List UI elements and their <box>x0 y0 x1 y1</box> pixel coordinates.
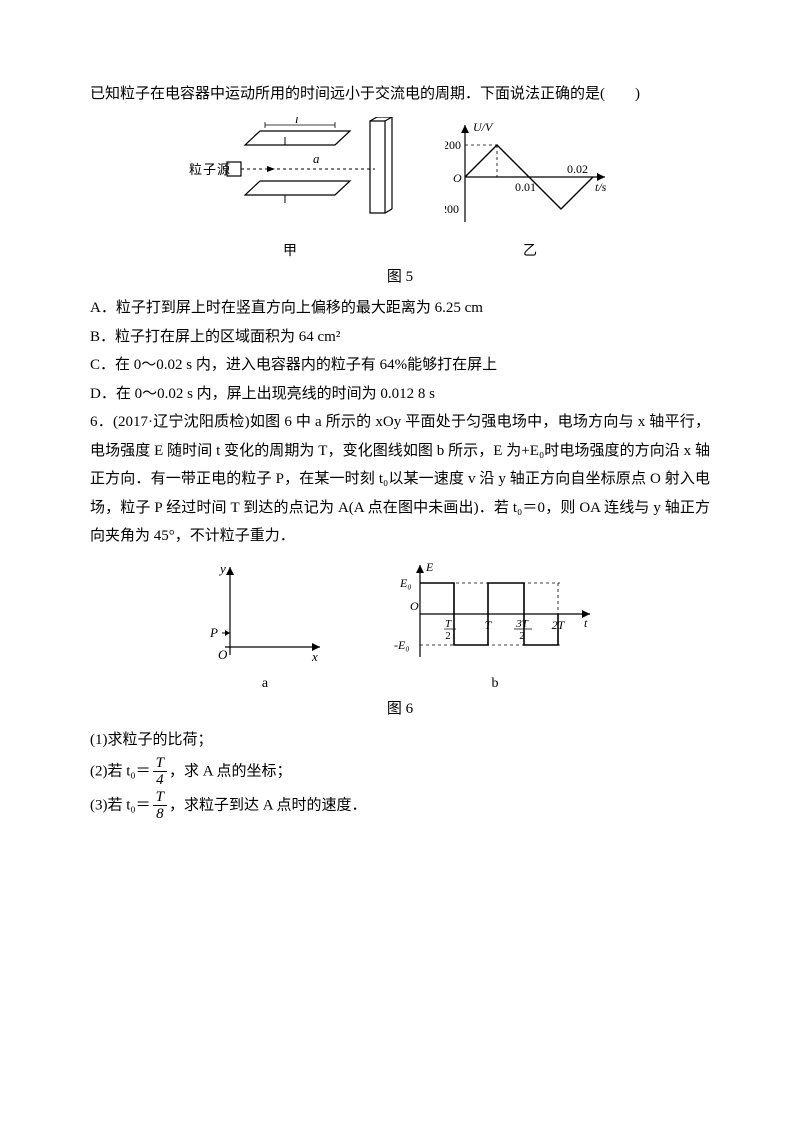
svg-text:粒: 粒 <box>189 162 202 177</box>
svg-text:0.02: 0.02 <box>567 162 588 176</box>
q6-p3-post: ，求粒子到达 A 点时的速度． <box>169 797 367 813</box>
q6-fig-b-sub: b <box>390 671 600 698</box>
svg-text:2: 2 <box>445 630 451 642</box>
q5-fig-right: U/V t/s O 200 -200 0.01 0.02 乙 <box>445 117 615 266</box>
svg-text:y: y <box>218 561 226 576</box>
svg-text:O: O <box>410 599 419 613</box>
svg-text:O: O <box>453 171 462 185</box>
q5-stem: 已知粒子在电容器中运动所用的时间远小于交流电的周期．下面说法正确的是( ) <box>90 80 710 109</box>
svg-text:t/s: t/s <box>595 180 607 194</box>
svg-text:O: O <box>218 647 228 662</box>
svg-text:P: P <box>209 625 218 640</box>
q5-choice-B: B．粒子打在屏上的区域面积为 64 cm² <box>90 323 710 352</box>
q6-figure-row: y x O P a E t O E₀ -E₀ <box>90 559 710 698</box>
svg-text:E: E <box>425 560 434 574</box>
q5-caption: 图 5 <box>90 267 710 288</box>
svg-text:源: 源 <box>217 162 230 177</box>
svg-text:3T: 3T <box>515 618 529 630</box>
q5-fig-right-sub: 乙 <box>445 239 615 266</box>
q6-p2-pre: (2)若 t₀＝ <box>90 763 151 779</box>
q5-fig-left: a l 粒 子 源 <box>185 117 395 266</box>
q6-caption: 图 6 <box>90 699 710 720</box>
q6-head: 6．(2017·辽宁沈阳质检)如图 6 中 a 所示的 xOy 平面处于匀强电场… <box>90 408 710 551</box>
q6-fig-b: E t O E₀ -E₀ T 2 T 3T 2 2T <box>390 559 600 698</box>
svg-text:a: a <box>313 151 320 166</box>
svg-text:200: 200 <box>445 138 461 152</box>
q5-fig-left-sub: 甲 <box>185 239 395 266</box>
svg-text:子: 子 <box>203 162 216 177</box>
frac-T8: T8 <box>153 789 167 823</box>
q5-choice-C: C．在 0～0.02 s 内，进入电容器内的粒子有 64%能够打在屏上 <box>90 351 710 380</box>
q6-p2: (2)若 t₀＝T4，求 A 点的坐标； <box>90 755 710 789</box>
svg-text:-200: -200 <box>445 202 459 216</box>
svg-text:T: T <box>445 618 452 630</box>
svg-text:x: x <box>311 649 318 664</box>
q6-p1: (1)求粒子的比荷； <box>90 726 710 755</box>
q5-figure-row: a l 粒 子 源 <box>90 117 710 266</box>
q6-fig-a-sub: a <box>200 671 330 698</box>
q6-fig-a: y x O P a <box>200 559 330 698</box>
svg-text:0.01: 0.01 <box>515 180 536 194</box>
svg-text:t: t <box>584 616 588 630</box>
frac-T4: T4 <box>153 755 167 789</box>
q5-choice-A: A．粒子打到屏上时在竖直方向上偏移的最大距离为 6.25 cm <box>90 294 710 323</box>
svg-text:-E₀: -E₀ <box>394 638 410 652</box>
q5-choice-D: D．在 0～0.02 s 内，屏上出现亮线的时间为 0.012 8 s <box>90 380 710 409</box>
svg-text:E₀: E₀ <box>399 576 412 590</box>
q6-p3: (3)若 t₀＝T8，求粒子到达 A 点时的速度． <box>90 789 710 823</box>
svg-text:U/V: U/V <box>473 120 494 134</box>
q6-p3-pre: (3)若 t₀＝ <box>90 797 151 813</box>
q6-p2-post: ，求 A 点的坐标； <box>169 763 292 779</box>
svg-text:l: l <box>295 117 299 126</box>
